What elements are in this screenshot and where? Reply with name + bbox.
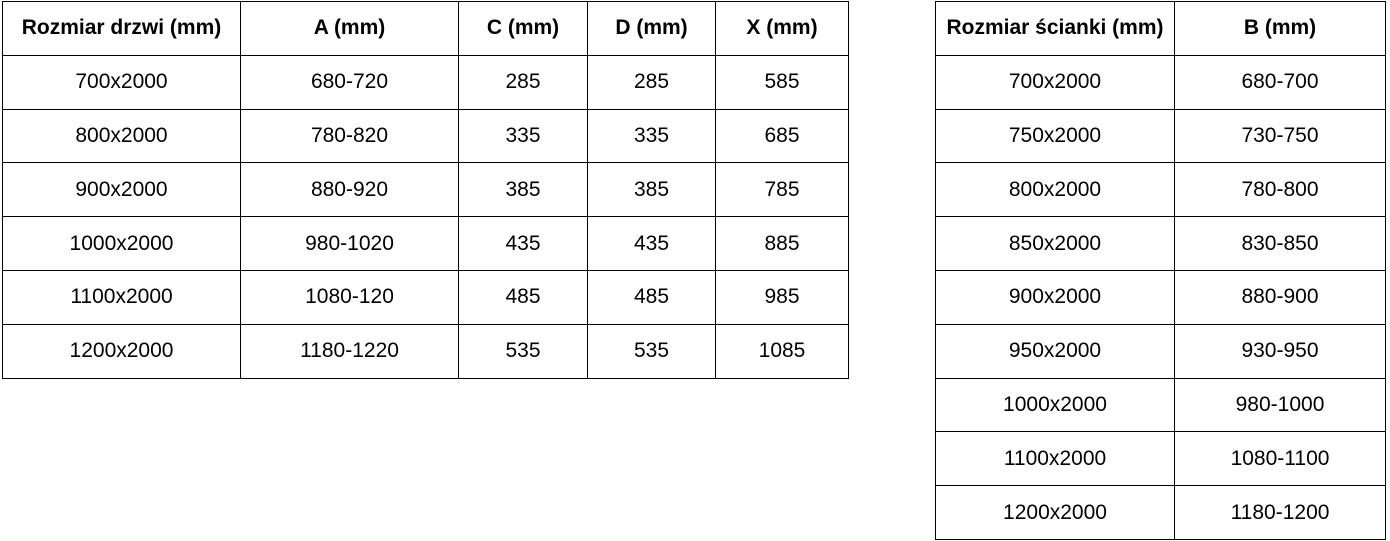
- table-cell: 1080-1100: [1174, 431, 1386, 487]
- table-cell: 1200x2000: [935, 485, 1175, 540]
- table-cell: 950x2000: [935, 323, 1175, 379]
- table-cell: 785: [715, 162, 849, 218]
- column-header-b: B (mm): [1174, 1, 1386, 56]
- table-cell: 880-920: [240, 162, 459, 218]
- table-row: 1000x2000 980-1000: [935, 377, 1386, 433]
- table-cell: 985: [715, 269, 849, 325]
- table-row: 700x2000 680-700: [935, 54, 1386, 110]
- table-cell: 850x2000: [935, 216, 1175, 271]
- column-header-wall-size: Rozmiar ścianki (mm): [935, 1, 1175, 56]
- table-cell: 285: [587, 54, 716, 110]
- wall-panel-size-table: Rozmiar ścianki (mm) B (mm) 700x2000 680-…: [935, 1, 1386, 540]
- table-cell: 880-900: [1174, 269, 1386, 325]
- table-cell: 485: [587, 269, 716, 325]
- table-cell: 1000x2000: [935, 377, 1175, 433]
- table-cell: 1200x2000: [2, 323, 241, 379]
- table-cell: 700x2000: [935, 54, 1175, 110]
- table-cell: 980-1020: [240, 216, 459, 271]
- table-cell: 885: [715, 216, 849, 271]
- table-cell: 1180-1200: [1174, 485, 1386, 540]
- column-header-a: A (mm): [240, 1, 459, 56]
- table-cell: 730-750: [1174, 108, 1386, 164]
- table-cell: 1100x2000: [935, 431, 1175, 487]
- table-cell: 680-700: [1174, 54, 1386, 110]
- table-cell: 1000x2000: [2, 216, 241, 271]
- column-header-door-size: Rozmiar drzwi (mm): [2, 1, 241, 56]
- table-cell: 585: [715, 54, 849, 110]
- table-cell: 750x2000: [935, 108, 1175, 164]
- table-cell: 680-720: [240, 54, 459, 110]
- table-row: 1200x2000 1180-1220 535 535 1085: [2, 323, 849, 379]
- table-row: 1100x2000 1080-1100: [935, 431, 1386, 487]
- table-row: 1100x2000 1080-120 485 485 985: [2, 269, 849, 325]
- table-cell: 335: [458, 108, 588, 164]
- table-cell: 485: [458, 269, 588, 325]
- table-cell: 900x2000: [2, 162, 241, 218]
- table-cell: 780-820: [240, 108, 459, 164]
- table-cell: 335: [587, 108, 716, 164]
- table-cell: 800x2000: [935, 162, 1175, 218]
- table-cell: 285: [458, 54, 588, 110]
- table-row: 900x2000 880-900: [935, 269, 1386, 325]
- table-cell: 1080-120: [240, 269, 459, 325]
- column-header-x: X (mm): [715, 1, 849, 56]
- table-cell: 685: [715, 108, 849, 164]
- table-row: 850x2000 830-850: [935, 216, 1386, 271]
- door-table-body: 700x2000 680-720 285 285 585 800x2000 780-820 3…: [2, 54, 849, 379]
- table-row: 900x2000 880-920 385 385 785: [2, 162, 849, 218]
- table-cell: 385: [458, 162, 588, 218]
- table-row: 950x2000 930-950: [935, 323, 1386, 379]
- column-header-c: C (mm): [458, 1, 588, 56]
- table-row: 750x2000 730-750: [935, 108, 1386, 164]
- table-cell: 830-850: [1174, 216, 1386, 271]
- table-row: 700x2000 680-720 285 285 585: [2, 54, 849, 110]
- wall-table-header-row: Rozmiar ścianki (mm) B (mm): [935, 1, 1386, 56]
- table-cell: 1100x2000: [2, 269, 241, 325]
- table-cell: 385: [587, 162, 716, 218]
- table-cell: 535: [587, 323, 716, 379]
- table-cell: 780-800: [1174, 162, 1386, 218]
- table-cell: 435: [587, 216, 716, 271]
- table-row: 800x2000 780-820 335 335 685: [2, 108, 849, 164]
- column-header-d: D (mm): [587, 1, 716, 56]
- door-size-table: Rozmiar drzwi (mm) A (mm) C (mm) D (mm) …: [2, 1, 849, 379]
- table-cell: 980-1000: [1174, 377, 1386, 433]
- table-cell: 1085: [715, 323, 849, 379]
- table-cell: 900x2000: [935, 269, 1175, 325]
- table-row: 1000x2000 980-1020 435 435 885: [2, 216, 849, 271]
- wall-table-body: 700x2000 680-700 750x2000 730-750 800x2000 78…: [935, 54, 1386, 540]
- table-cell: 1180-1220: [240, 323, 459, 379]
- table-cell: 800x2000: [2, 108, 241, 164]
- table-cell: 700x2000: [2, 54, 241, 110]
- table-cell: 535: [458, 323, 588, 379]
- table-cell: 930-950: [1174, 323, 1386, 379]
- table-row: 800x2000 780-800: [935, 162, 1386, 218]
- door-table-header-row: Rozmiar drzwi (mm) A (mm) C (mm) D (mm) …: [2, 1, 849, 56]
- table-row: 1200x2000 1180-1200: [935, 485, 1386, 540]
- table-cell: 435: [458, 216, 588, 271]
